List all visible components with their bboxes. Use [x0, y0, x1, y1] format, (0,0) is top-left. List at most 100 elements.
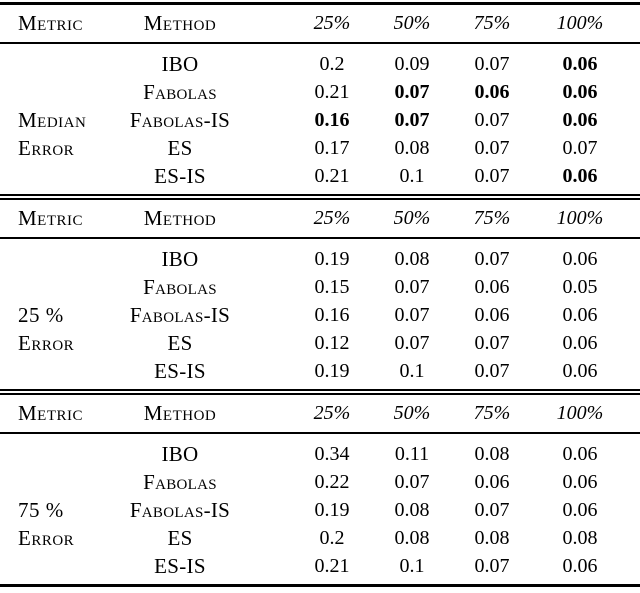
budget-column-header-75: 75% [473, 402, 511, 424]
metric-column-header: Metric [18, 401, 84, 425]
value-cell: 0.1 [399, 165, 425, 187]
value-cell: 0.15 [314, 276, 350, 298]
value-cell: 0.06 [562, 109, 598, 131]
method-cell: ES [167, 526, 193, 550]
method-cell: ES-IS [154, 554, 206, 578]
section-divider-rule [0, 194, 640, 200]
value-cell: 0.06 [562, 53, 598, 75]
budget-column-header-50: 50% [393, 402, 431, 424]
budget-column-header-50: 50% [393, 207, 431, 229]
bottom-rule [0, 584, 640, 587]
method-cell: IBO [161, 247, 199, 271]
value-cell: 0.06 [474, 304, 510, 326]
metric-column-header: Metric [18, 206, 84, 230]
value-cell: 0.06 [562, 81, 598, 103]
section-divider-rule [0, 389, 640, 395]
value-cell: 0.21 [314, 81, 350, 103]
value-cell: 0.2 [319, 53, 345, 75]
method-cell: IBO [161, 442, 199, 466]
value-cell: 0.19 [314, 248, 350, 270]
table-row: Fabolas 0.15 0.07 0.06 0.05 [0, 273, 640, 301]
metric-column-header: Metric [18, 11, 84, 35]
method-cell: Fabolas-IS [129, 108, 231, 132]
method-column-header: Method [143, 401, 217, 425]
method-cell: Fabolas [143, 80, 217, 104]
value-cell: 0.07 [394, 332, 430, 354]
value-cell: 0.07 [474, 499, 510, 521]
metric-label-line: Median [18, 108, 87, 132]
budget-column-header-50: 50% [393, 12, 431, 34]
value-cell: 0.08 [474, 443, 510, 465]
value-cell: 0.06 [562, 165, 598, 187]
method-cell: Fabolas-IS [129, 498, 231, 522]
section-75-error: Metric Method 25% 50% 75% 100% 75 % Erro… [0, 395, 640, 584]
table-row: Fabolas 0.22 0.07 0.06 0.06 [0, 468, 640, 496]
top-rule [0, 2, 640, 5]
value-cell: 0.08 [394, 527, 430, 549]
value-cell: 0.21 [314, 165, 350, 187]
value-cell: 0.06 [562, 443, 598, 465]
method-cell: ES-IS [154, 359, 206, 383]
value-cell: 0.16 [314, 304, 350, 326]
value-cell: 0.07 [474, 53, 510, 75]
value-cell: 0.2 [319, 527, 345, 549]
value-cell: 0.06 [474, 471, 510, 493]
method-column-header: Method [143, 206, 217, 230]
table-row: IBO 0.34 0.11 0.08 0.06 [0, 440, 640, 468]
method-cell: Fabolas-IS [129, 303, 231, 327]
value-cell: 0.07 [394, 471, 430, 493]
method-column-header: Method [143, 11, 217, 35]
value-cell: 0.06 [474, 276, 510, 298]
value-cell: 0.22 [314, 471, 350, 493]
value-cell: 0.21 [314, 555, 350, 577]
method-cell: ES [167, 136, 193, 160]
value-cell: 0.06 [562, 332, 598, 354]
value-cell: 0.07 [474, 555, 510, 577]
budget-column-header-75: 75% [473, 207, 511, 229]
value-cell: 0.07 [562, 137, 598, 159]
metric-label-line: Error [18, 526, 75, 550]
header-rule [0, 237, 640, 239]
table-row: Fabolas-IS 0.19 0.08 0.07 0.06 [0, 496, 640, 524]
table-row: ES-IS 0.21 0.1 0.07 0.06 [0, 162, 640, 190]
value-cell: 0.07 [474, 137, 510, 159]
value-cell: 0.06 [474, 81, 510, 103]
value-cell: 0.08 [394, 137, 430, 159]
header-row: Metric Method 25% 50% 75% 100% [0, 200, 640, 237]
metric-label-line: Error [18, 136, 75, 160]
method-cell: Fabolas [143, 275, 217, 299]
table-row: Fabolas 0.21 0.07 0.06 0.06 [0, 78, 640, 106]
header-row: Metric Method 25% 50% 75% 100% [0, 395, 640, 432]
metric-label: Median Error [18, 106, 86, 162]
table-row: ES-IS 0.21 0.1 0.07 0.06 [0, 552, 640, 580]
table-row: ES 0.12 0.07 0.07 0.06 [0, 329, 640, 357]
value-cell: 0.1 [399, 360, 425, 382]
value-cell: 0.06 [562, 304, 598, 326]
value-cell: 0.06 [562, 248, 598, 270]
value-cell: 0.12 [314, 332, 350, 354]
table-row: ES 0.2 0.08 0.08 0.08 [0, 524, 640, 552]
value-cell: 0.07 [394, 276, 430, 298]
section-body: Median Error IBO 0.2 0.09 0.07 0.06 Fabo… [0, 44, 640, 194]
section-body: 75 % Error IBO 0.34 0.11 0.08 0.06 Fabol… [0, 434, 640, 584]
value-cell: 0.06 [562, 471, 598, 493]
value-cell: 0.07 [474, 109, 510, 131]
budget-column-header-75: 75% [473, 12, 511, 34]
table-row: Fabolas-IS 0.16 0.07 0.06 0.06 [0, 301, 640, 329]
budget-column-header-100: 100% [556, 207, 604, 229]
budget-column-header-25: 25% [313, 207, 351, 229]
table-row: IBO 0.2 0.09 0.07 0.06 [0, 50, 640, 78]
value-cell: 0.05 [562, 276, 598, 298]
value-cell: 0.07 [474, 165, 510, 187]
value-cell: 0.07 [394, 304, 430, 326]
value-cell: 0.08 [394, 248, 430, 270]
value-cell: 0.1 [399, 555, 425, 577]
budget-column-header-100: 100% [556, 402, 604, 424]
value-cell: 0.07 [474, 332, 510, 354]
metric-label: 25 % Error [18, 301, 74, 357]
value-cell: 0.07 [474, 248, 510, 270]
metric-label-line: 25 % [18, 303, 64, 327]
table-row: IBO 0.19 0.08 0.07 0.06 [0, 245, 640, 273]
value-cell: 0.07 [474, 360, 510, 382]
